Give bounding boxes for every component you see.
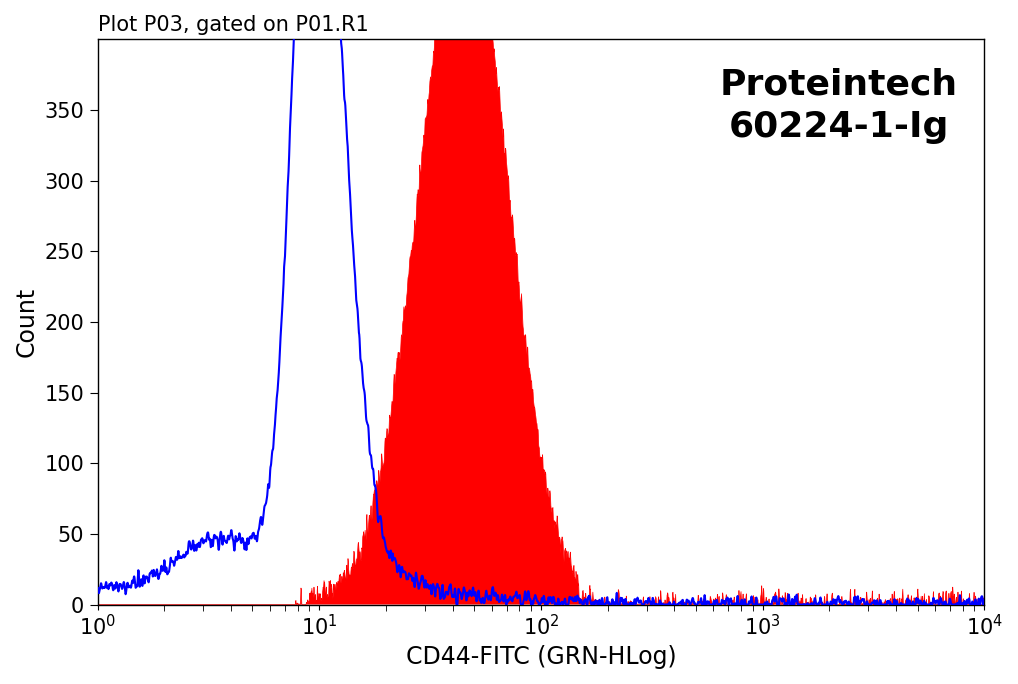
Y-axis label: Count: Count	[15, 287, 39, 357]
Text: Plot P03, gated on P01.R1: Plot P03, gated on P01.R1	[98, 15, 369, 35]
X-axis label: CD44-FITC (GRN-HLog): CD44-FITC (GRN-HLog)	[405, 645, 676, 669]
Text: Proteintech
60224-1-Ig: Proteintech 60224-1-Ig	[720, 68, 958, 144]
